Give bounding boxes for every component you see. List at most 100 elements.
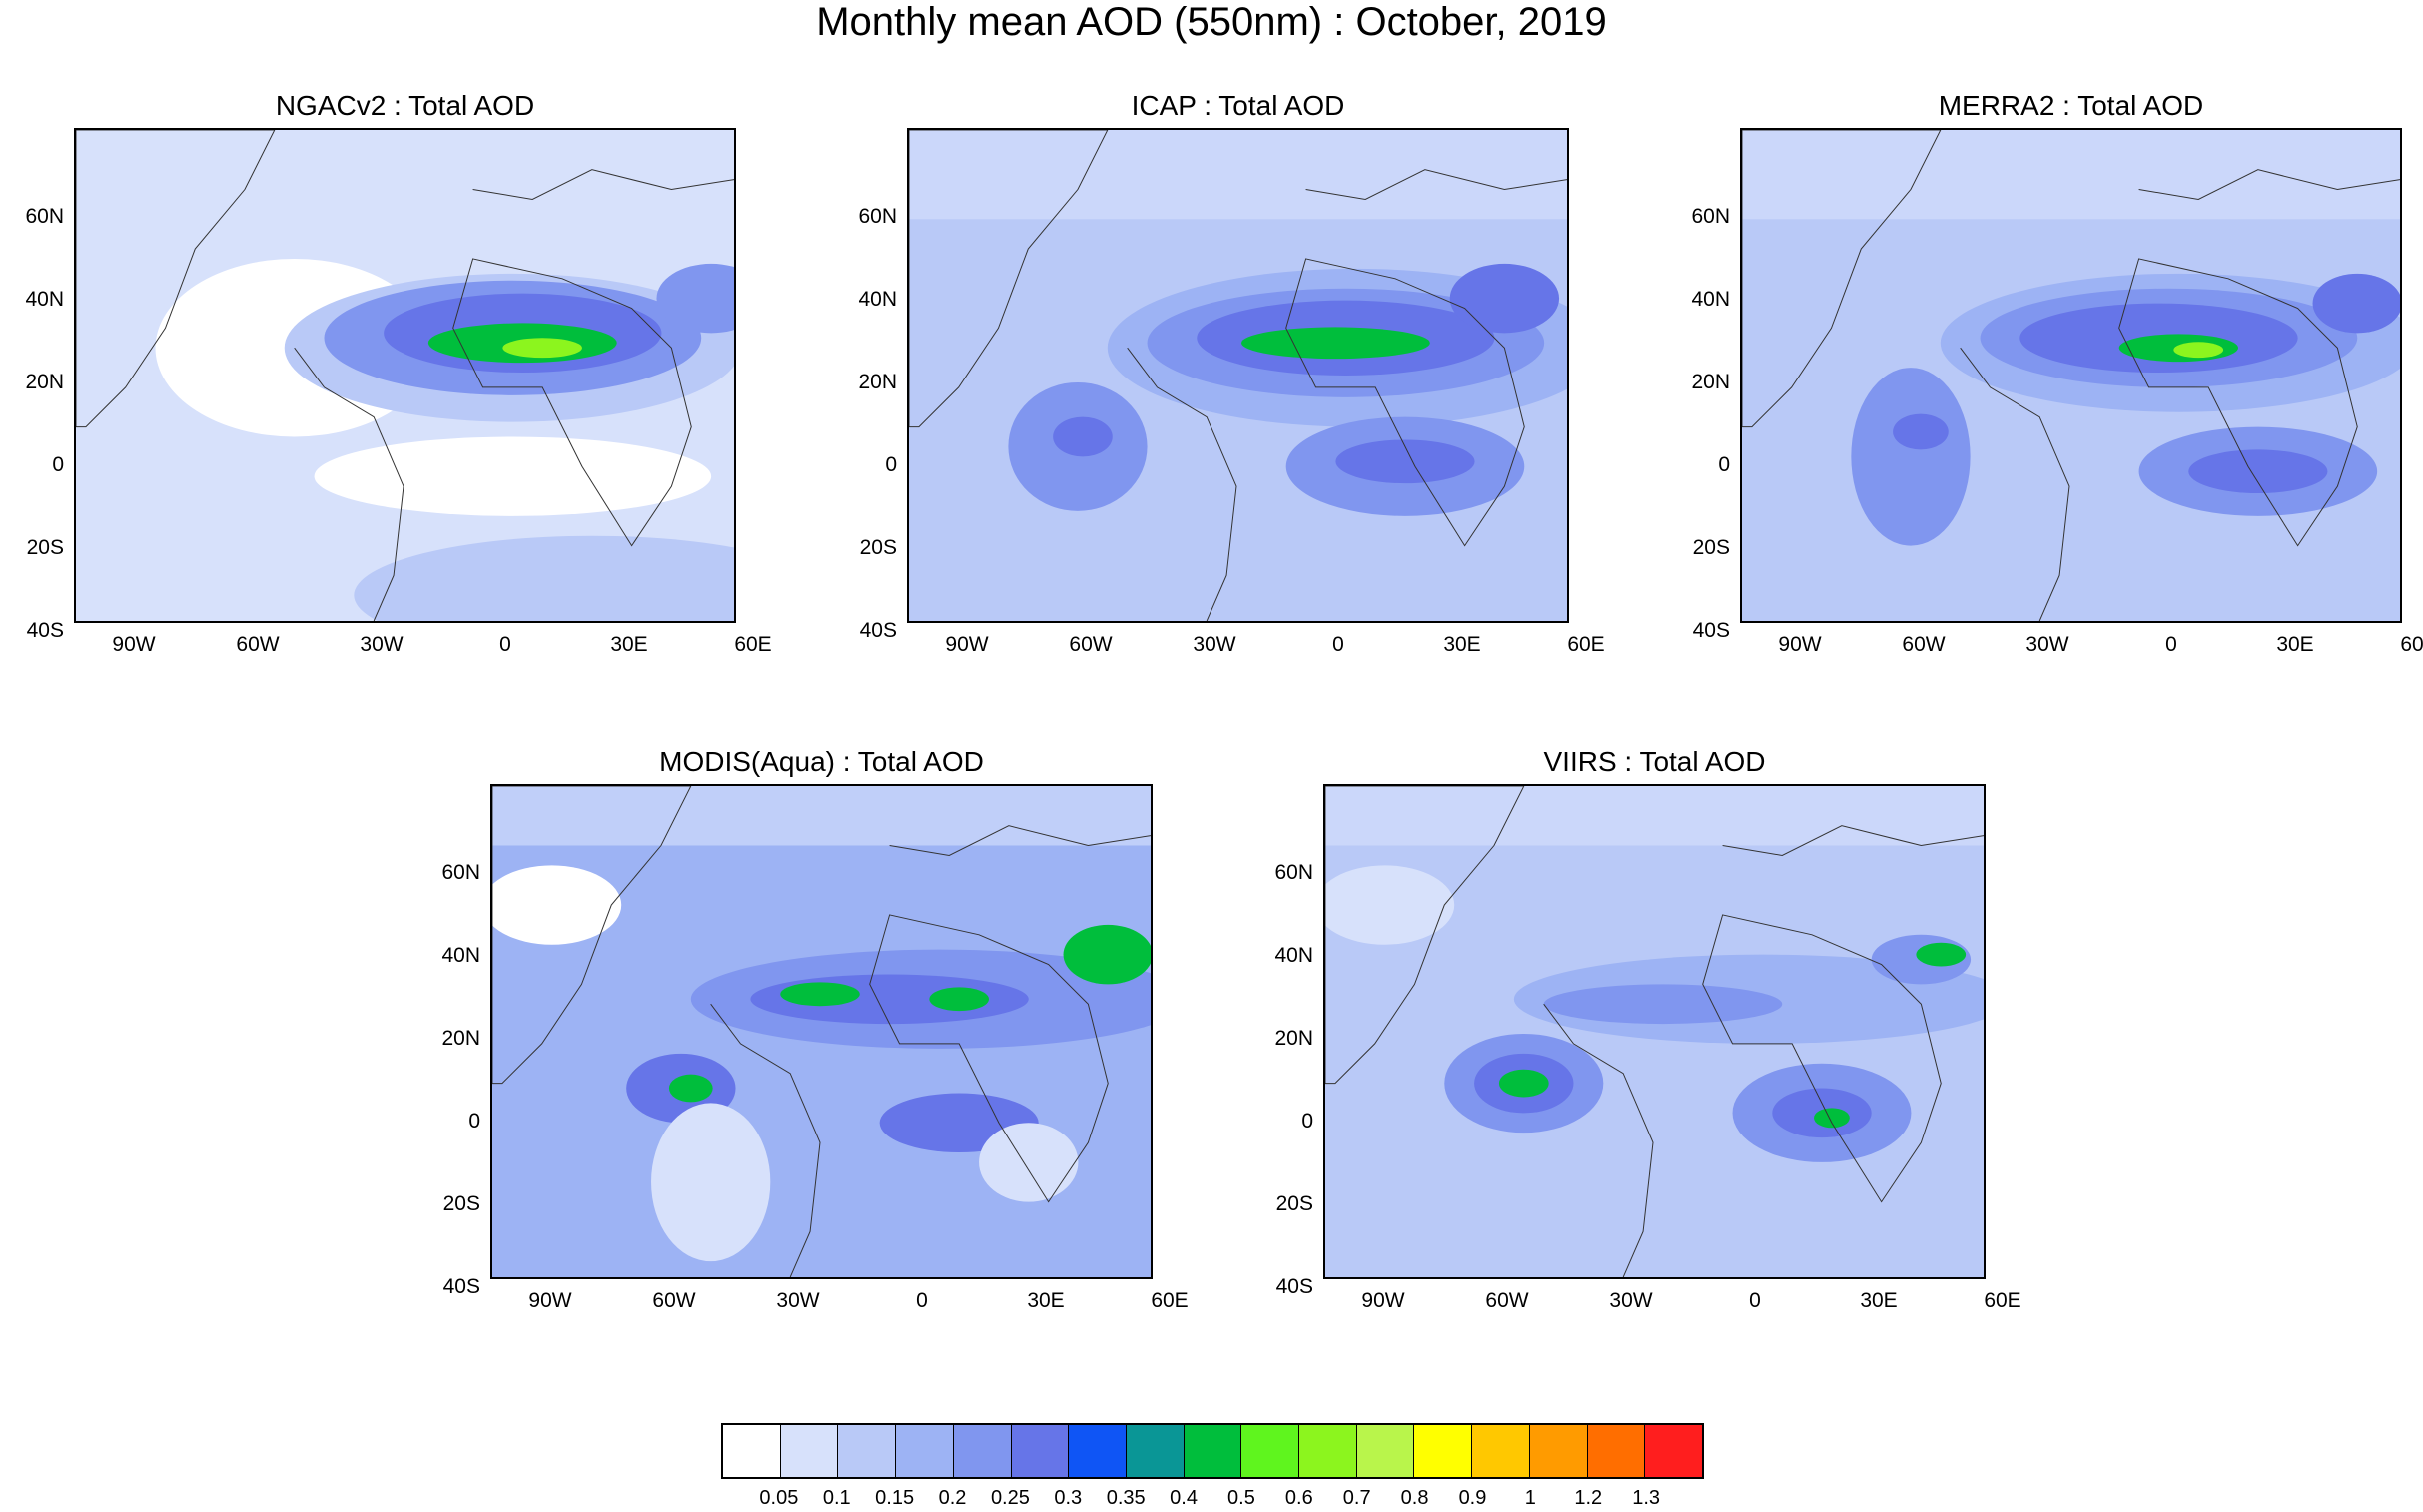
colorbar-cell: [1069, 1425, 1127, 1477]
panel-title: NGACv2 : Total AOD: [275, 90, 535, 121]
colorbar-label: 0.9: [1458, 1487, 1487, 1509]
lat-tick-label: 20S: [1692, 536, 1730, 559]
colorbar-cell: [1184, 1425, 1242, 1477]
panel-viirs: VIIRS : Total AOD 60N 40N 20N 0 20S 40S …: [1263, 744, 2020, 1363]
lat-tick-label: 40S: [1275, 1275, 1313, 1298]
lat-tick-label: 40S: [26, 619, 64, 642]
lon-tick-label: 60E: [2400, 633, 2423, 656]
lat-tick-label: 20N: [25, 371, 64, 393]
colorbar-label: 0.8: [1400, 1487, 1429, 1509]
lon-tick-label: 30E: [1860, 1289, 1898, 1312]
panel-icap: ICAP : Total AOD 60N 40N 20N 0 20S 40S 9…: [847, 88, 1604, 707]
colorbar-label: 0.3: [1054, 1487, 1083, 1509]
lat-tick-label: 40S: [442, 1275, 480, 1298]
colorbar-label: 0.05: [759, 1487, 799, 1509]
colorbar-label: 1.3: [1632, 1487, 1661, 1509]
lat-tick-label: 40N: [1691, 288, 1730, 311]
lon-tick-label: 30W: [2025, 633, 2069, 656]
lat-tick-label: 60N: [858, 205, 897, 228]
lat-tick-label: 60N: [1691, 205, 1730, 228]
lat-tick-label: 20N: [441, 1027, 480, 1050]
lat-tick-label: 20S: [26, 536, 64, 559]
lat-tick-label: 0: [52, 453, 64, 476]
lat-tick-label: 60N: [441, 861, 480, 884]
map-area: [1740, 128, 2402, 623]
lat-tick-label: 20N: [1274, 1027, 1313, 1050]
lon-tick-label: 60E: [1151, 1289, 1189, 1312]
colorbar-cell: [1356, 1425, 1415, 1477]
colorbar-cell: [953, 1425, 1012, 1477]
colorbar-cell: [1472, 1425, 1530, 1477]
lat-tick-label: 40N: [1274, 944, 1313, 967]
lat-tick-label: 40S: [859, 619, 897, 642]
lon-tick-label: 90W: [1361, 1289, 1405, 1312]
lon-tick-label: 90W: [945, 633, 989, 656]
lat-tick-label: 20S: [859, 536, 897, 559]
lat-tick-label: 40N: [25, 288, 64, 311]
lon-tick-label: 30W: [1193, 633, 1236, 656]
colorbar-cell: [1241, 1425, 1300, 1477]
lon-tick-label: 90W: [528, 1289, 572, 1312]
colorbar-cell: [1529, 1425, 1588, 1477]
colorbar-label: 0.6: [1284, 1487, 1313, 1509]
lon-tick-label: 30E: [1443, 633, 1481, 656]
panel-merra2: MERRA2 : Total AOD 60N 40N 20N 0 20S 40S…: [1680, 88, 2423, 707]
colorbar-label: 0.4: [1170, 1487, 1198, 1509]
lat-tick-label: 0: [1718, 453, 1730, 476]
lon-tick-label: 60E: [734, 633, 772, 656]
lon-tick-label: 30W: [776, 1289, 820, 1312]
lat-tick-label: 20N: [858, 371, 897, 393]
lon-tick-label: 30E: [1027, 1289, 1065, 1312]
colorbar-label: 1: [1524, 1487, 1536, 1509]
colorbar-label: 0.1: [822, 1487, 851, 1509]
colorbar: [721, 1423, 1704, 1479]
colorbar-cell: [1587, 1425, 1646, 1477]
colorbar-label: 0.5: [1227, 1487, 1255, 1509]
lon-tick-label: 60E: [1567, 633, 1605, 656]
lon-tick-label: 0: [2165, 633, 2177, 656]
lon-tick-label: 60W: [236, 633, 280, 656]
colorbar-label: 0.2: [938, 1487, 967, 1509]
map-area: [1323, 784, 1986, 1279]
lon-tick-label: 0: [916, 1289, 928, 1312]
panel-title: ICAP : Total AOD: [1131, 90, 1345, 121]
lon-tick-label: 0: [499, 633, 511, 656]
panel-title: MODIS(Aqua) : Total AOD: [659, 746, 984, 777]
figure-title: Monthly mean AOD (550nm) : October, 2019: [816, 0, 1607, 44]
lat-tick-label: 60N: [25, 205, 64, 228]
lon-tick-label: 30E: [2276, 633, 2314, 656]
lat-tick-label: 40N: [441, 944, 480, 967]
colorbar-cell: [1299, 1425, 1357, 1477]
colorbar-cell: [1645, 1425, 1702, 1477]
colorbar-labels: 0.05 0.1 0.15 0.2 0.25 0.3 0.35 0.4 0.5 0.6 0.7 0.8…: [721, 1486, 1704, 1512]
colorbar-label: 0.7: [1342, 1487, 1371, 1509]
map-area: [907, 128, 1569, 623]
lat-tick-label: 20S: [1275, 1192, 1313, 1215]
map-area: [74, 128, 736, 623]
lat-tick-label: 40S: [1692, 619, 1730, 642]
panel-modis-aqua: MODIS(Aqua) : Total AOD 60N 40N 20N 0 20…: [430, 744, 1188, 1363]
lat-tick-label: 60N: [1274, 861, 1313, 884]
colorbar-cell: [723, 1425, 781, 1477]
lon-tick-label: 60W: [1902, 633, 1946, 656]
lon-tick-label: 90W: [1778, 633, 1822, 656]
colorbar-label: 0.25: [990, 1487, 1030, 1509]
lon-tick-label: 0: [1332, 633, 1344, 656]
lon-tick-label: 90W: [112, 633, 156, 656]
lat-tick-label: 0: [885, 453, 897, 476]
map-area: [490, 784, 1153, 1279]
colorbar-cell: [896, 1425, 954, 1477]
colorbar-label: 0.15: [875, 1487, 915, 1509]
colorbar-label: 0.35: [1106, 1487, 1146, 1509]
lon-tick-label: 60W: [1485, 1289, 1529, 1312]
lat-tick-label: 20N: [1691, 371, 1730, 393]
colorbar-cell: [1126, 1425, 1185, 1477]
panel-title: VIIRS : Total AOD: [1543, 746, 1766, 777]
lon-tick-label: 30W: [1609, 1289, 1653, 1312]
colorbar-cell: [1011, 1425, 1070, 1477]
lat-tick-label: 20S: [442, 1192, 480, 1215]
lon-tick-label: 60W: [652, 1289, 696, 1312]
lon-tick-label: 30W: [360, 633, 404, 656]
lon-tick-label: 0: [1749, 1289, 1761, 1312]
lat-tick-label: 0: [468, 1110, 480, 1133]
